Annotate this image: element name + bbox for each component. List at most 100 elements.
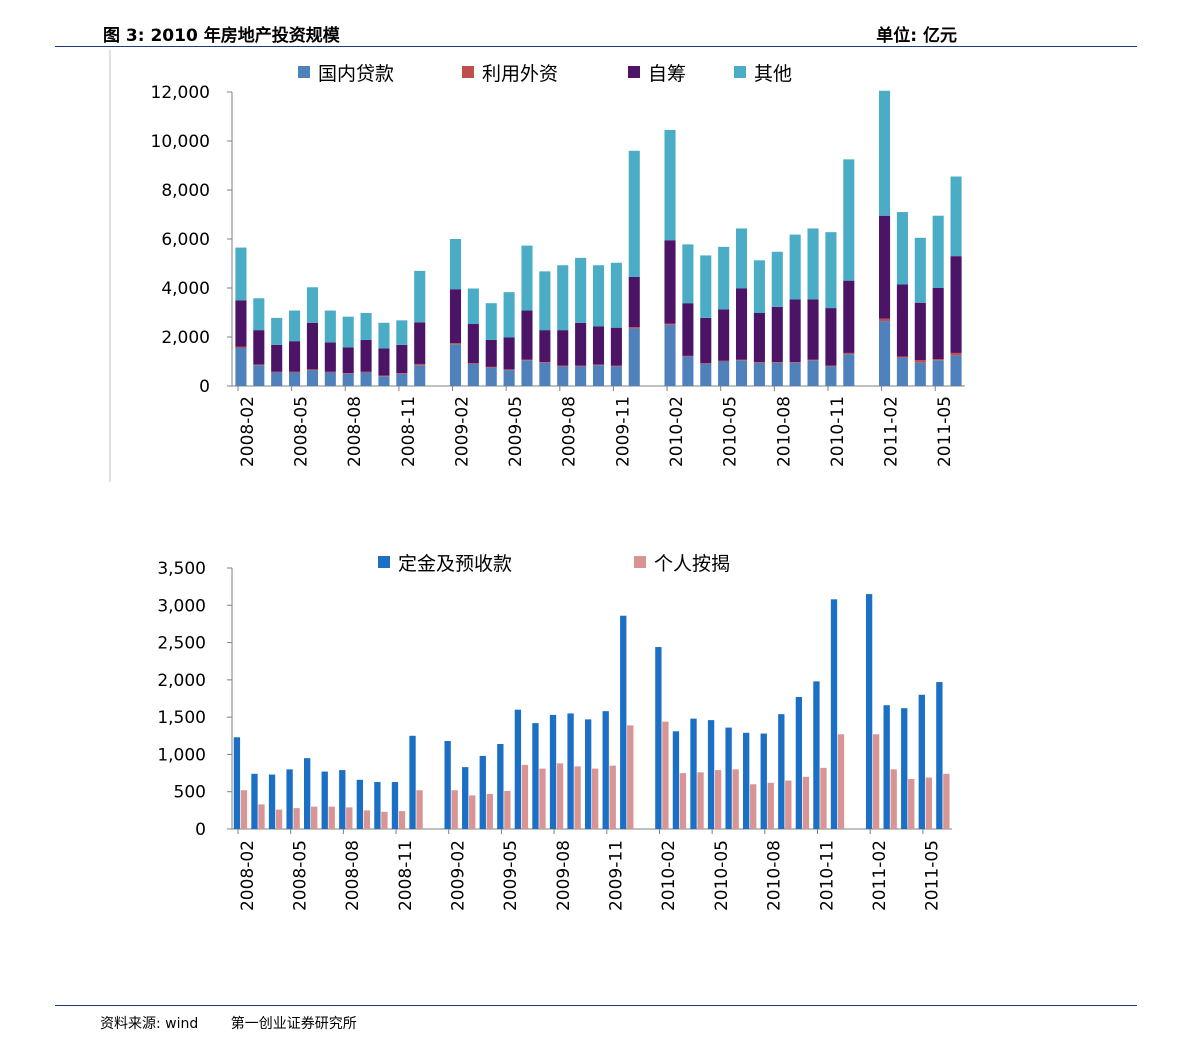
x-tick-label: 2011-05 <box>935 396 955 467</box>
bar-segment <box>575 322 587 366</box>
bar-segment <box>342 347 354 374</box>
bar-segment <box>914 302 926 361</box>
x-tick-label: 2010-02 <box>667 396 687 467</box>
bar-segment <box>449 239 462 290</box>
unit-label: 单位: 亿元 <box>876 26 957 46</box>
bar-segment <box>360 371 372 373</box>
x-tick-label: 2009-11 <box>607 840 627 911</box>
bar-segment <box>610 327 622 366</box>
bar-segment <box>914 237 926 303</box>
bar-segment <box>682 355 694 357</box>
bar <box>504 790 511 829</box>
bar-segment <box>235 346 247 349</box>
bar-segment <box>485 366 497 368</box>
bar-segment <box>950 176 962 257</box>
x-tick-label: 2010-08 <box>765 840 785 911</box>
bar-segment <box>753 361 765 363</box>
bar-segment <box>289 371 301 373</box>
bar <box>627 725 634 829</box>
bar <box>409 735 416 829</box>
bar-segment <box>789 299 801 362</box>
legend-swatch <box>298 66 310 78</box>
x-tick-label: 2009-05 <box>501 840 521 911</box>
bar-segment <box>324 310 336 343</box>
bar-segment <box>360 339 372 372</box>
bar <box>725 727 732 829</box>
bar-segment <box>825 232 837 309</box>
bar-segment <box>718 246 730 310</box>
bar-segment <box>700 317 712 364</box>
institute-label: 第一创业证券研究所 <box>230 1016 357 1032</box>
y-tick-label: 1,500 <box>157 708 206 728</box>
bar-segment <box>914 362 926 386</box>
bar <box>398 811 406 829</box>
bar <box>714 770 722 829</box>
bar-segment <box>306 287 318 323</box>
bar-segment <box>700 363 712 386</box>
bar-segment <box>467 324 479 364</box>
x-tick-label: 2011-02 <box>882 396 902 467</box>
bar <box>918 694 925 829</box>
bar <box>391 782 399 829</box>
bar <box>883 705 890 829</box>
bar <box>655 647 662 829</box>
bar <box>620 615 627 829</box>
bar-segment <box>539 330 551 362</box>
bar <box>767 782 774 829</box>
bar <box>346 807 353 829</box>
bar-segment <box>932 215 944 288</box>
x-tick-label: 2010-05 <box>712 840 732 911</box>
bar-segment <box>539 271 551 331</box>
y-tick-label: 3,000 <box>157 596 206 616</box>
bar <box>304 758 311 829</box>
bar <box>925 777 932 829</box>
bar-segment <box>771 362 783 386</box>
bar <box>837 734 845 829</box>
bar-segment <box>575 366 587 386</box>
bar <box>549 714 557 829</box>
footer: 资料来源: wind 第一创业证券研究所 <box>100 1013 385 1033</box>
bar-segment <box>306 369 318 371</box>
bar <box>240 790 248 829</box>
bar-segment <box>700 363 712 364</box>
bar-segment <box>682 244 694 304</box>
bar-segment <box>896 284 908 357</box>
y-tick-label: 12,000 <box>151 83 210 103</box>
bar-segment <box>271 317 283 345</box>
source-label: 资料来源: wind <box>100 1016 199 1032</box>
bar <box>936 682 943 829</box>
bar-segment <box>521 360 533 386</box>
bar-segment <box>718 360 730 362</box>
legend-label: 其他 <box>754 63 792 85</box>
bar-segment <box>700 255 712 318</box>
bar-segment <box>718 309 730 361</box>
x-tick-label: 2008-08 <box>345 396 365 467</box>
bar-segment <box>664 240 676 324</box>
bar <box>339 770 346 829</box>
x-tick-label: 2008-02 <box>238 396 258 467</box>
bar-segment <box>360 312 372 340</box>
bar-segment <box>843 352 855 355</box>
bar <box>679 773 687 829</box>
bar-segment <box>592 364 605 366</box>
bar-segment <box>253 330 265 365</box>
y-tick-label: 8,000 <box>161 181 210 201</box>
bar-segment <box>932 288 944 360</box>
bar <box>521 764 529 829</box>
bar <box>795 697 803 829</box>
bar-segment <box>235 300 247 347</box>
x-tick-label: 2010-02 <box>659 840 679 911</box>
bar-segment <box>843 280 855 353</box>
bar <box>311 806 318 829</box>
bar-segment <box>664 324 676 386</box>
legend-swatch <box>378 556 390 568</box>
bar-segment <box>592 265 605 327</box>
bar-segment <box>771 251 783 307</box>
bar-segment <box>771 306 783 362</box>
x-tick-label: 2008-02 <box>238 840 258 911</box>
bar <box>479 755 486 829</box>
x-tick-label: 2009-11 <box>613 396 633 467</box>
x-tick-label: 2009-08 <box>554 840 574 911</box>
bar-segment <box>289 310 301 342</box>
legend-label: 自筹 <box>648 63 686 85</box>
